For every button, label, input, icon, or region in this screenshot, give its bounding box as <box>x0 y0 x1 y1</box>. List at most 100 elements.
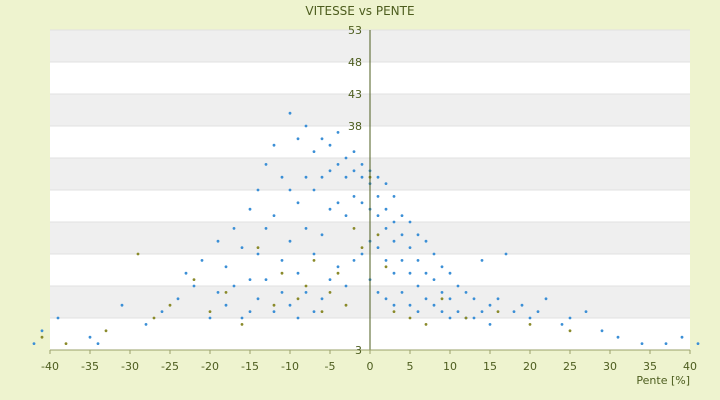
data-point <box>56 316 60 320</box>
data-point <box>400 291 404 294</box>
data-point <box>296 316 300 320</box>
x-tick-label: -25 <box>161 360 179 373</box>
data-point <box>192 284 196 288</box>
x-tick-label: 30 <box>603 360 617 373</box>
data-point <box>464 316 468 320</box>
data-point <box>360 246 364 250</box>
data-point <box>296 271 300 275</box>
y-axis-ticks: 3 38 43 48 53 <box>348 24 362 357</box>
x-tick-label: -10 <box>281 360 299 373</box>
data-point <box>280 271 284 275</box>
data-point <box>208 316 212 320</box>
data-point <box>360 163 364 166</box>
data-point <box>568 316 572 320</box>
data-point <box>304 124 308 128</box>
data-point <box>640 342 644 345</box>
data-point <box>248 310 252 313</box>
data-point <box>432 278 436 281</box>
data-point <box>384 265 388 269</box>
data-point <box>344 284 348 288</box>
data-point <box>280 175 284 179</box>
data-point <box>320 137 324 141</box>
data-point <box>288 111 292 115</box>
data-point <box>272 303 276 307</box>
data-point <box>408 303 412 307</box>
data-point <box>176 297 180 301</box>
data-point <box>288 303 292 307</box>
data-point <box>536 310 540 313</box>
data-point <box>296 297 300 301</box>
y-tick-label: 38 <box>348 120 362 133</box>
data-point <box>424 271 428 275</box>
data-point <box>488 323 492 326</box>
data-point <box>376 291 380 294</box>
data-point <box>336 265 340 269</box>
data-point <box>544 297 548 301</box>
data-point <box>304 284 308 288</box>
data-point <box>280 259 284 262</box>
data-point <box>376 175 380 179</box>
x-tick-label: 5 <box>407 360 414 373</box>
x-tick-label: 10 <box>443 360 457 373</box>
data-point <box>392 195 396 198</box>
data-point <box>408 220 412 224</box>
x-tick-label: -30 <box>121 360 139 373</box>
data-point <box>456 310 460 313</box>
data-point <box>408 271 412 275</box>
data-point <box>144 323 148 326</box>
data-point <box>168 303 172 307</box>
data-point <box>352 150 356 154</box>
data-point <box>384 182 388 186</box>
x-tick-label: -5 <box>325 360 336 373</box>
data-point <box>360 252 364 256</box>
data-point <box>680 335 684 339</box>
x-tick-label: 20 <box>523 360 537 373</box>
data-point <box>496 297 500 301</box>
data-point <box>256 252 260 256</box>
x-tick-label: 15 <box>483 360 497 373</box>
data-point <box>232 227 236 230</box>
data-point <box>320 310 324 313</box>
data-point <box>448 316 452 320</box>
y-tick-label: 43 <box>348 88 362 101</box>
data-point <box>528 323 532 326</box>
data-point <box>560 323 564 326</box>
data-point <box>408 246 412 250</box>
data-point <box>264 278 268 281</box>
data-point <box>288 239 292 243</box>
data-point <box>400 259 404 262</box>
data-point <box>376 214 380 218</box>
data-point <box>352 259 356 262</box>
data-point <box>160 310 164 313</box>
data-point <box>448 297 452 301</box>
data-point <box>224 265 228 269</box>
data-point <box>520 303 524 307</box>
data-point <box>192 278 196 281</box>
data-point <box>296 137 300 141</box>
x-tick-label: -20 <box>201 360 219 373</box>
data-point <box>432 252 436 256</box>
data-point <box>512 310 516 313</box>
data-point <box>352 195 356 198</box>
data-point <box>408 316 412 320</box>
data-point <box>272 214 276 218</box>
data-point <box>440 265 444 269</box>
data-point <box>496 310 500 313</box>
data-point <box>360 201 364 205</box>
data-point <box>384 297 388 301</box>
y-tick-label: 3 <box>355 344 362 357</box>
data-point <box>344 214 348 218</box>
y-tick-label: 48 <box>348 56 362 69</box>
data-point <box>336 163 340 166</box>
x-tick-label: -40 <box>41 360 59 373</box>
data-point <box>464 291 468 294</box>
chart-title: VITESSE vs PENTE <box>305 4 414 18</box>
data-point <box>120 303 124 307</box>
data-point <box>400 214 404 218</box>
data-point <box>240 323 244 326</box>
data-point <box>360 175 364 179</box>
data-point <box>432 303 436 307</box>
data-point <box>600 329 604 333</box>
